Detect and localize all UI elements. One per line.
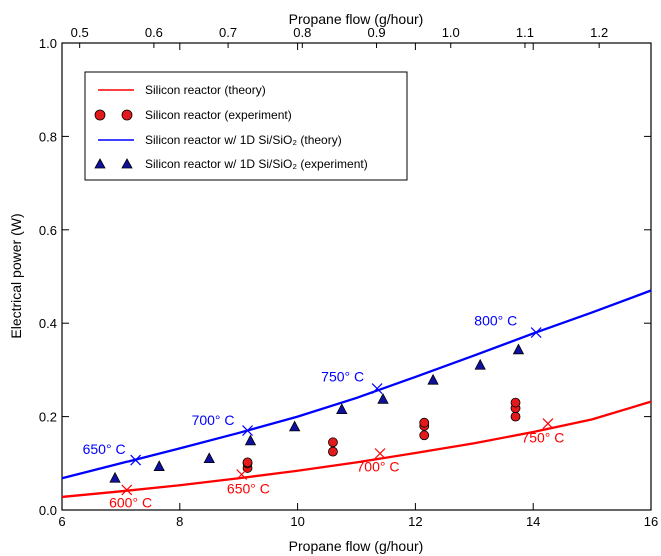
temperature-marker-stroke — [130, 454, 142, 466]
temperature-label: 800° C — [474, 313, 517, 329]
x-tick-label: 8 — [176, 514, 183, 529]
temperature-marker-stroke — [242, 425, 253, 437]
plot-frame — [61, 42, 652, 511]
temperature-label: 650° C — [83, 441, 126, 457]
temperature-marker — [242, 425, 253, 437]
legend-label-1d-theory: Silicon reactor w/ 1D Si/SiO₂ (theory) — [145, 133, 342, 147]
temperature-marker — [542, 418, 554, 430]
legend-marker-silicon-experiment — [94, 109, 106, 121]
data-point-1d-experiment — [109, 471, 121, 483]
legend-label-1d-experiment: Silicon reactor w/ 1D Si/SiO₂ (experimen… — [145, 157, 368, 171]
legend-frame — [84, 71, 408, 181]
data-point-silicon-experiment — [328, 437, 338, 448]
y-axis-title: Electrical power (W) — [8, 213, 24, 338]
data-point-silicon-experiment — [242, 457, 253, 468]
temperature-marker — [130, 454, 142, 466]
temperature-marker-stroke — [530, 327, 542, 338]
y-tick-label: 0.2 — [39, 410, 57, 425]
x2-tick-label: 1.1 — [516, 25, 534, 40]
temperature-marker — [121, 484, 133, 496]
temperature-marker-stroke — [374, 448, 386, 459]
temperature-marker-stroke — [371, 383, 383, 395]
temperature-label: 700° C — [192, 412, 235, 428]
data-point-silicon-experiment — [510, 411, 521, 422]
x2-tick-label: 0.6 — [145, 25, 163, 40]
temperature-label: 700° C — [357, 459, 400, 475]
data-point-1d-experiment — [427, 373, 439, 385]
legend: Silicon reactor (theory) Silicon reactor… — [84, 71, 408, 181]
temperature-marker — [371, 383, 383, 395]
y-tick-label: 0.0 — [39, 503, 57, 518]
legend-label-silicon-theory: Silicon reactor (theory) — [145, 83, 266, 97]
y-tick-label: 0.8 — [39, 129, 57, 144]
x-tick-label: 16 — [644, 514, 658, 529]
y-tick-label: 0.4 — [39, 316, 57, 331]
axis-ticks: 6 8 10 12 14 16 0.0 0.2 0.4 0.6 0.8 1.0 0.5 0.6 0.7 0.8… — [39, 25, 658, 529]
series-line-silicon-theory — [61, 400, 652, 499]
y-tick-label: 1.0 — [39, 36, 57, 51]
data-point-1d-experiment — [512, 343, 525, 355]
temperature-label: 650° C — [227, 481, 270, 497]
legend-marker-silicon-experiment — [121, 109, 133, 121]
x-tick-label: 10 — [290, 514, 304, 529]
x-tick-label: 14 — [526, 514, 540, 529]
temperature-marker-stroke — [121, 484, 133, 496]
x2-tick-label: 0.5 — [71, 25, 89, 40]
data-point-1d-experiment — [203, 452, 215, 464]
data-point-silicon-experiment — [328, 446, 338, 457]
temperature-marker — [530, 327, 542, 338]
data-point-silicon-experiment — [419, 430, 430, 441]
temperature-marker — [236, 469, 248, 480]
x2-tick-label: 1.2 — [590, 25, 608, 40]
legend-label-silicon-experiment: Silicon reactor (experiment) — [145, 108, 292, 122]
x2-tick-label: 0.7 — [219, 25, 237, 40]
data-point-1d-experiment — [153, 460, 165, 471]
temperature-marker-stroke — [236, 469, 248, 480]
y-tick-label: 0.6 — [39, 223, 57, 238]
temperature-marker — [374, 448, 386, 459]
temperature-label: 750° C — [321, 369, 364, 385]
data-point-1d-experiment — [474, 358, 486, 370]
x-axis-title: Propane flow (g/hour) — [289, 538, 424, 554]
data-point-1d-experiment — [288, 420, 301, 432]
legend-marker-1d-experiment — [121, 158, 133, 169]
data-point-1d-experiment — [336, 403, 348, 414]
legend-marker-1d-experiment — [94, 158, 106, 169]
series-line-1d-theory — [61, 289, 652, 480]
plot-content: 600° C 650° C 700° C 750° C 650° C 700° C 750°… — [61, 289, 652, 511]
x-tick-label: 6 — [58, 514, 65, 529]
temperature-marker-stroke — [542, 418, 554, 430]
x2-tick-label: 1.0 — [442, 25, 460, 40]
data-point-silicon-experiment — [419, 417, 430, 428]
x2-axis-title: Propane flow (g/hour) — [289, 11, 424, 27]
temperature-label: 750° C — [521, 429, 564, 445]
x2-tick-label: 0.8 — [293, 25, 311, 40]
x-tick-label: 12 — [408, 514, 422, 529]
temperature-label: 600° C — [109, 495, 152, 511]
data-point-1d-experiment — [377, 392, 389, 404]
data-point-1d-experiment — [244, 434, 257, 446]
data-point-silicon-experiment — [510, 397, 521, 408]
x2-tick-label: 0.9 — [367, 25, 385, 40]
